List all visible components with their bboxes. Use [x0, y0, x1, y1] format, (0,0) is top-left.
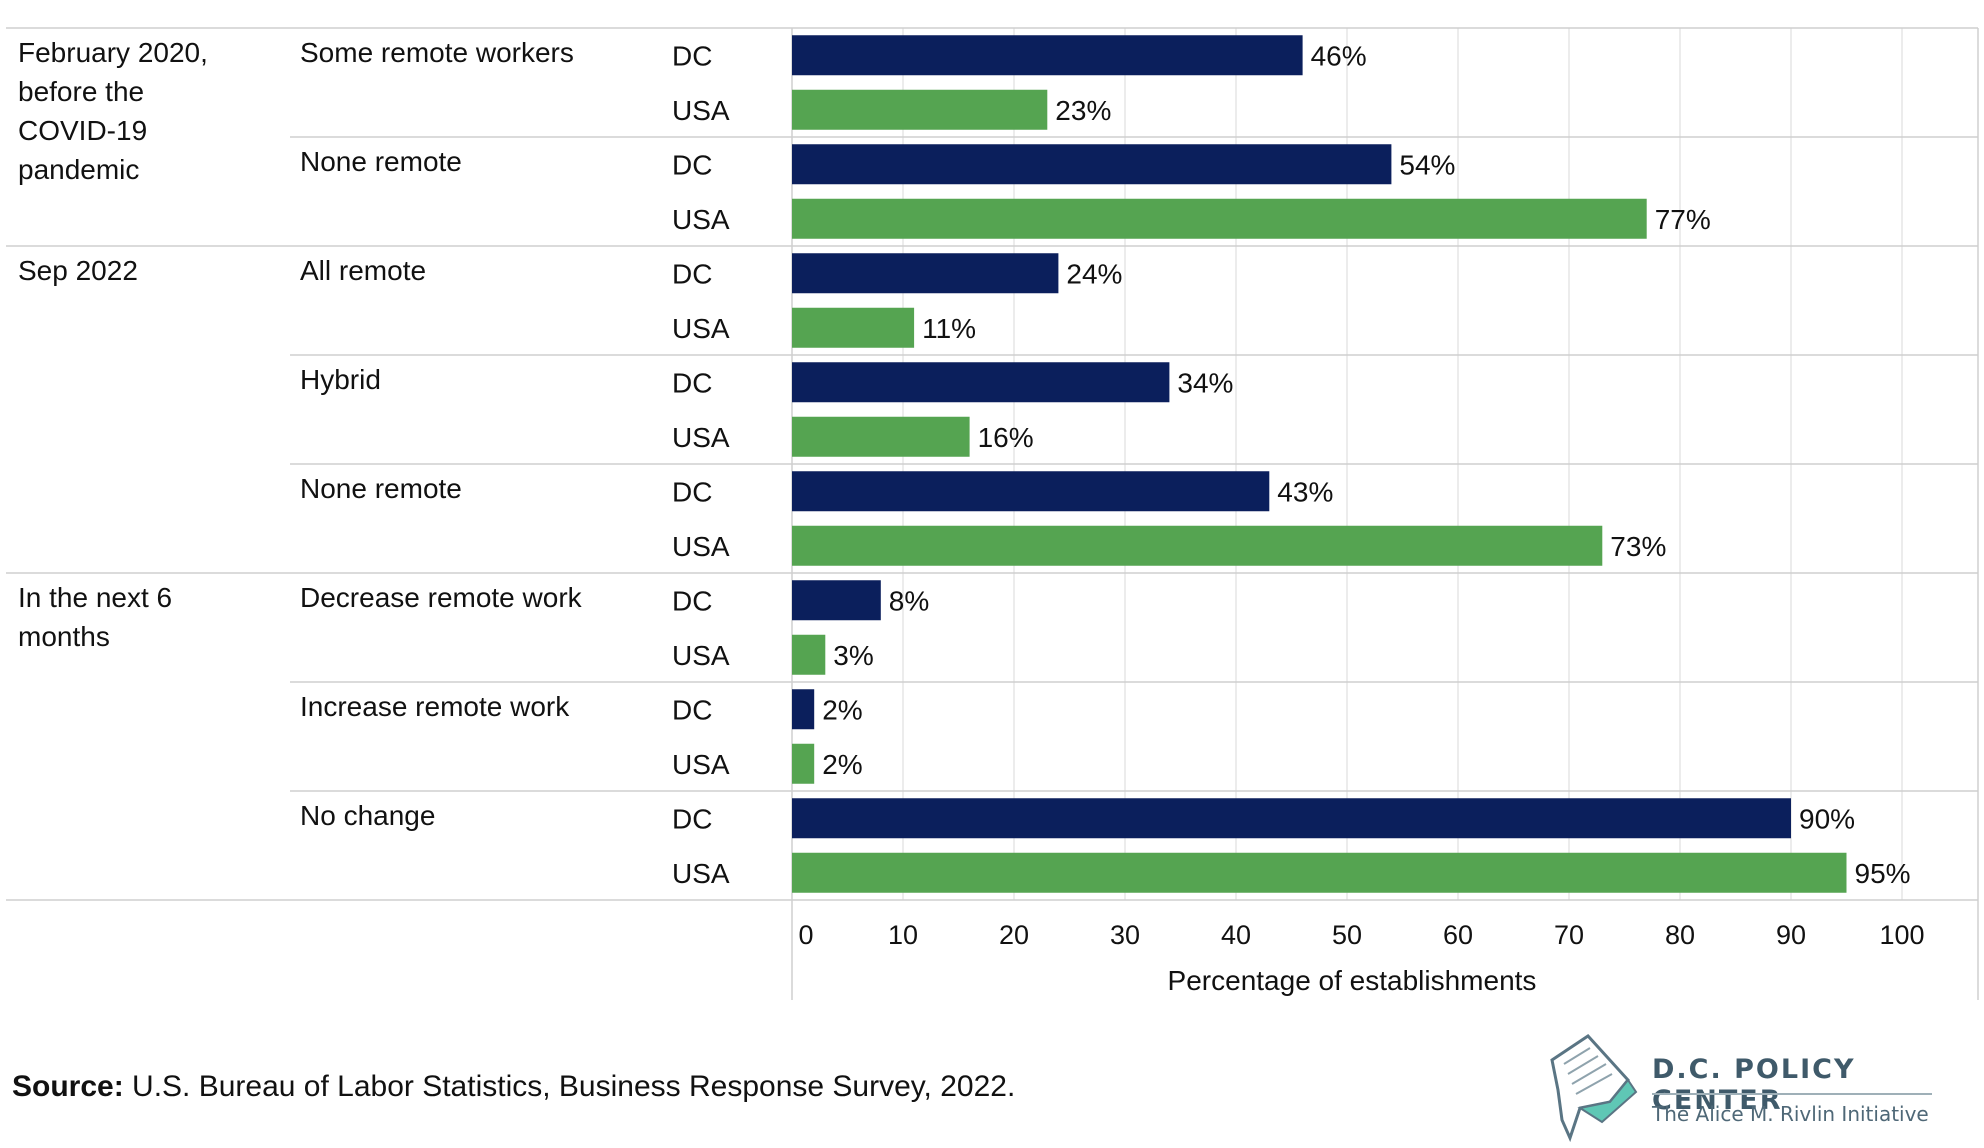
series-label: DC [672, 40, 712, 71]
bar-dc [792, 580, 881, 621]
bar-usa [792, 416, 970, 457]
category-label: All remote [300, 255, 426, 286]
x-tick-label: 10 [888, 920, 918, 950]
data-label: 95% [1855, 858, 1911, 889]
series-label: DC [672, 476, 712, 507]
series-label: DC [672, 803, 712, 834]
bar-dc [792, 362, 1170, 403]
period-label: before the [18, 76, 144, 107]
data-label: 43% [1277, 476, 1333, 507]
x-tick-label: 100 [1879, 920, 1924, 950]
data-label: 46% [1311, 40, 1367, 71]
series-label: USA [672, 531, 730, 562]
period-label: COVID-19 [18, 115, 147, 146]
x-tick-label: 60 [1443, 920, 1473, 950]
logo-name: D.C. POLICY CENTER [1652, 1054, 1856, 1116]
logo-tagline: The Alice M. Rivlin Initiative [1652, 1102, 1929, 1126]
source-text: U.S. Bureau of Labor Statistics, Busines… [123, 1070, 1016, 1103]
data-label: 24% [1066, 258, 1122, 289]
series-label: DC [672, 258, 712, 289]
source-label: Source: [12, 1070, 124, 1103]
series-label: USA [672, 204, 730, 235]
x-tick-label: 90 [1776, 920, 1806, 950]
series-label: DC [672, 149, 712, 180]
bar-chart: February 2020, before the COVID-19 pandemic… [6, 27, 1979, 1000]
bar-dc [792, 35, 1303, 76]
data-label: 16% [978, 422, 1034, 453]
category-label: Hybrid [300, 364, 381, 395]
bar-dc [792, 253, 1059, 294]
category-label: None remote [300, 146, 462, 177]
data-label: 73% [1610, 531, 1666, 562]
data-label: 90% [1799, 803, 1855, 834]
x-tick-label: 0 [798, 920, 813, 950]
bar-dc [792, 798, 1791, 839]
x-tick-label: 80 [1665, 920, 1695, 950]
category-label: Some remote workers [300, 37, 574, 68]
series-label: USA [672, 313, 730, 344]
series-label: USA [672, 858, 730, 889]
category-label: None remote [300, 473, 462, 504]
data-label: 3% [833, 640, 873, 671]
data-label: 23% [1055, 95, 1111, 126]
period-label: pandemic [18, 154, 139, 185]
series-label: USA [672, 95, 730, 126]
bar-usa [792, 525, 1603, 566]
period-label: Sep 2022 [18, 255, 138, 286]
series-label: USA [672, 422, 730, 453]
period-label: In the next 6 [18, 582, 172, 613]
series-label: DC [672, 694, 712, 725]
data-label: 54% [1399, 149, 1455, 180]
data-label: 34% [1177, 367, 1233, 398]
dc-map-document-icon [1550, 1034, 1638, 1143]
series-label: DC [672, 367, 712, 398]
period-label: months [18, 621, 110, 652]
x-tick-label: 40 [1221, 920, 1251, 950]
category-label: No change [300, 800, 435, 831]
period-label: February 2020, [18, 37, 208, 68]
bar-dc [792, 689, 815, 730]
category-label: Increase remote work [300, 691, 570, 722]
category-label: Decrease remote work [300, 582, 583, 613]
bar-usa [792, 634, 826, 675]
data-label: 11% [922, 313, 976, 344]
bar-usa [792, 852, 1847, 893]
dc-policy-center-logo: D.C. POLICY CENTER The Alice M. Rivlin I… [1540, 1030, 1960, 1145]
x-axis-title: Percentage of establishments [1168, 965, 1537, 996]
data-label: 2% [822, 694, 862, 725]
series-label: DC [672, 585, 712, 616]
data-label: 77% [1655, 204, 1711, 235]
bar-usa [792, 89, 1048, 130]
x-tick-label: 50 [1332, 920, 1362, 950]
x-tick-label: 20 [999, 920, 1029, 950]
x-tick-label: 30 [1110, 920, 1140, 950]
bar-dc [792, 471, 1270, 512]
data-label: 8% [889, 585, 929, 616]
logo-divider [1652, 1093, 1932, 1095]
bar-usa [792, 198, 1647, 239]
source-note: Source: U.S. Bureau of Labor Statistics,… [12, 1070, 1015, 1104]
bar-usa [792, 307, 915, 348]
bar-dc [792, 144, 1392, 185]
series-label: USA [672, 749, 730, 780]
data-label: 2% [822, 749, 862, 780]
series-label: USA [672, 640, 730, 671]
x-tick-label: 70 [1554, 920, 1584, 950]
bar-usa [792, 743, 815, 784]
